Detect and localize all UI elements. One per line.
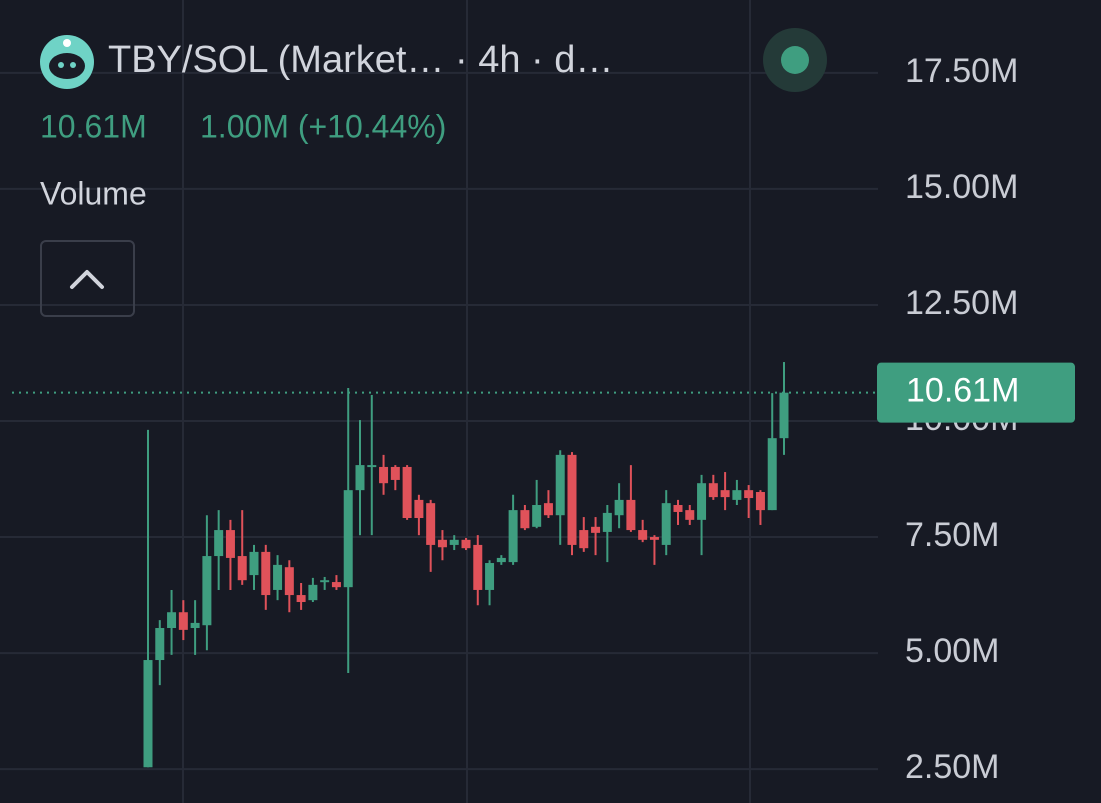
candle-body xyxy=(237,556,247,581)
candle-body xyxy=(202,556,212,626)
candle-body xyxy=(167,612,177,629)
last-price-label: 10.61M xyxy=(906,372,1019,410)
candle-body xyxy=(461,539,471,549)
candle-body xyxy=(602,512,612,532)
candle-body xyxy=(508,510,518,563)
candle-body xyxy=(320,580,330,583)
indicator-label[interactable]: Volume xyxy=(40,175,147,211)
candle-body xyxy=(379,466,389,484)
candle-body xyxy=(720,490,730,498)
candle-body xyxy=(402,466,412,519)
header-change: 1.00M (+10.44%) xyxy=(200,108,446,144)
candle-body xyxy=(567,454,577,545)
y-tick-label: 12.50M xyxy=(905,284,1018,322)
candle-body xyxy=(732,490,742,500)
token-icon-eye xyxy=(70,62,76,68)
candle-body xyxy=(520,510,530,529)
y-tick-label: 17.50M xyxy=(905,52,1018,90)
candle-body xyxy=(673,505,683,512)
chart-title: TBY/SOL (Market… · 4h · d… xyxy=(108,39,613,81)
candle-body xyxy=(426,503,436,545)
candle-body xyxy=(449,539,459,545)
candle-body xyxy=(178,612,188,630)
candle-body xyxy=(414,499,424,519)
token-icon-antenna xyxy=(63,39,71,47)
candle-body xyxy=(214,530,224,557)
candle-body xyxy=(638,530,648,540)
candle-body xyxy=(496,557,506,563)
candle-body xyxy=(543,503,553,516)
candle-body xyxy=(390,466,400,480)
y-tick-label: 2.50M xyxy=(905,748,1000,786)
candle-body xyxy=(755,492,765,511)
candle-body xyxy=(249,551,259,576)
y-tick-label: 5.00M xyxy=(905,632,1000,670)
candle-body xyxy=(143,660,153,768)
collapse-chevron xyxy=(70,270,104,289)
candle-body xyxy=(744,490,754,499)
candle-body xyxy=(296,595,306,603)
candle-body xyxy=(367,465,377,468)
status-dot xyxy=(781,46,809,74)
candle-body xyxy=(685,510,695,520)
last-price-box xyxy=(877,362,1075,423)
candle-body xyxy=(532,505,542,527)
candle-body xyxy=(273,564,283,590)
token-icon-eye xyxy=(58,62,64,68)
candle-body xyxy=(355,465,365,491)
plot xyxy=(0,71,878,771)
candle-body xyxy=(661,503,671,545)
candle-body xyxy=(308,584,318,601)
candle-body xyxy=(779,392,789,439)
y-tick-label: 7.50M xyxy=(905,516,1000,554)
candle-body xyxy=(485,563,495,590)
candle-body xyxy=(261,551,271,596)
candle-body xyxy=(708,483,718,498)
candle-body xyxy=(473,544,483,590)
candle-body xyxy=(225,530,235,558)
candle-body xyxy=(437,539,447,548)
candle-body xyxy=(649,537,659,540)
header-price: 10.61M xyxy=(40,108,147,144)
header: TBY/SOL (Market… · 4h · d… 10.61M 1.00M … xyxy=(40,28,827,317)
candle-body xyxy=(343,490,353,588)
collapse-button[interactable] xyxy=(40,240,135,317)
candle-body xyxy=(155,628,165,661)
candle-body xyxy=(626,499,636,531)
candle-body xyxy=(284,567,294,596)
candle-body xyxy=(555,454,565,516)
candle-body xyxy=(579,530,589,549)
y-tick-label: 15.00M xyxy=(905,168,1018,206)
candle-body xyxy=(331,582,341,588)
candle-body xyxy=(614,499,624,516)
candle-body xyxy=(591,526,601,533)
candle-body xyxy=(190,622,200,629)
candle-body xyxy=(767,438,777,511)
candle-body xyxy=(697,483,707,520)
token-icon-face xyxy=(49,53,85,79)
